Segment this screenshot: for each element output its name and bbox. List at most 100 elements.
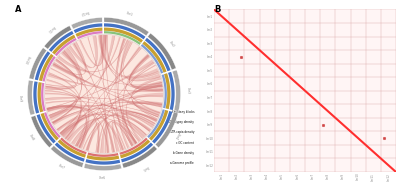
Polygon shape — [45, 68, 76, 90]
Polygon shape — [49, 105, 158, 118]
Polygon shape — [47, 106, 109, 153]
Polygon shape — [41, 113, 59, 140]
Polygon shape — [35, 51, 50, 80]
Polygon shape — [57, 115, 87, 146]
Polygon shape — [52, 51, 82, 124]
Polygon shape — [55, 142, 85, 162]
Polygon shape — [45, 35, 104, 90]
Polygon shape — [123, 54, 150, 144]
Polygon shape — [149, 110, 168, 141]
Polygon shape — [61, 110, 157, 137]
Polygon shape — [55, 38, 77, 56]
Polygon shape — [60, 137, 87, 154]
Polygon shape — [129, 55, 162, 88]
Polygon shape — [122, 146, 157, 168]
Text: B: B — [214, 5, 220, 14]
Polygon shape — [49, 37, 120, 118]
Polygon shape — [72, 43, 115, 152]
Polygon shape — [155, 112, 178, 148]
Polygon shape — [105, 35, 158, 77]
Polygon shape — [115, 38, 130, 148]
Polygon shape — [100, 121, 133, 153]
Polygon shape — [104, 17, 149, 36]
Polygon shape — [68, 36, 98, 68]
Text: Chr12: Chr12 — [80, 9, 89, 15]
Polygon shape — [52, 64, 162, 105]
Polygon shape — [105, 120, 139, 153]
Text: a.Genome profile: a.Genome profile — [170, 161, 194, 165]
Polygon shape — [63, 50, 90, 149]
Polygon shape — [119, 138, 148, 155]
Polygon shape — [57, 114, 144, 139]
Text: Chr6: Chr6 — [99, 176, 106, 180]
Polygon shape — [77, 101, 162, 147]
Polygon shape — [42, 56, 56, 82]
Polygon shape — [57, 40, 128, 72]
Polygon shape — [104, 23, 146, 39]
Polygon shape — [118, 41, 137, 144]
Polygon shape — [86, 112, 157, 151]
Polygon shape — [46, 101, 154, 128]
Text: c.GC content: c.GC content — [176, 141, 194, 145]
Polygon shape — [44, 26, 72, 49]
Polygon shape — [48, 74, 163, 92]
Polygon shape — [145, 38, 170, 71]
Polygon shape — [41, 83, 46, 111]
Polygon shape — [164, 73, 170, 109]
Polygon shape — [45, 90, 76, 123]
Polygon shape — [76, 83, 162, 147]
Polygon shape — [60, 114, 147, 135]
Polygon shape — [132, 76, 161, 119]
Text: Chr9: Chr9 — [18, 95, 22, 102]
Polygon shape — [45, 97, 162, 107]
Polygon shape — [79, 35, 106, 66]
Text: Chr3: Chr3 — [186, 87, 190, 94]
Polygon shape — [31, 116, 52, 148]
Text: Chr1: Chr1 — [126, 11, 134, 17]
Polygon shape — [168, 72, 175, 110]
Polygon shape — [64, 47, 141, 138]
Polygon shape — [87, 37, 134, 146]
Polygon shape — [56, 59, 115, 152]
Polygon shape — [72, 115, 151, 145]
Polygon shape — [172, 70, 180, 111]
Text: Chr10: Chr10 — [24, 54, 31, 64]
Text: e.LTR-Gypsy density: e.LTR-Gypsy density — [166, 120, 194, 124]
Text: A: A — [14, 5, 21, 14]
Polygon shape — [104, 31, 141, 45]
Polygon shape — [86, 155, 119, 160]
Polygon shape — [76, 28, 102, 37]
Polygon shape — [49, 31, 74, 52]
Polygon shape — [121, 143, 153, 162]
Text: d.LTR-copia density: d.LTR-copia density — [168, 130, 194, 134]
Polygon shape — [77, 31, 102, 39]
Polygon shape — [97, 62, 154, 153]
Polygon shape — [33, 81, 39, 114]
Polygon shape — [126, 81, 162, 141]
Polygon shape — [147, 109, 165, 138]
Text: f.Synteny blocks: f.Synteny blocks — [172, 110, 194, 114]
Polygon shape — [132, 96, 163, 117]
Polygon shape — [62, 93, 163, 136]
Polygon shape — [45, 93, 151, 132]
Polygon shape — [122, 42, 160, 81]
Polygon shape — [104, 35, 124, 150]
Polygon shape — [86, 123, 100, 153]
Polygon shape — [100, 35, 110, 153]
Polygon shape — [60, 85, 162, 134]
Polygon shape — [38, 82, 43, 112]
Polygon shape — [50, 48, 82, 121]
Polygon shape — [152, 111, 172, 144]
Polygon shape — [99, 35, 163, 91]
Polygon shape — [29, 48, 47, 79]
Polygon shape — [86, 159, 120, 165]
Polygon shape — [46, 59, 78, 87]
Polygon shape — [80, 46, 140, 148]
Polygon shape — [104, 28, 143, 43]
Polygon shape — [83, 113, 155, 149]
Polygon shape — [74, 23, 102, 33]
Polygon shape — [52, 101, 162, 124]
Polygon shape — [131, 65, 162, 87]
Text: Chr4: Chr4 — [174, 132, 181, 140]
Polygon shape — [47, 105, 147, 137]
